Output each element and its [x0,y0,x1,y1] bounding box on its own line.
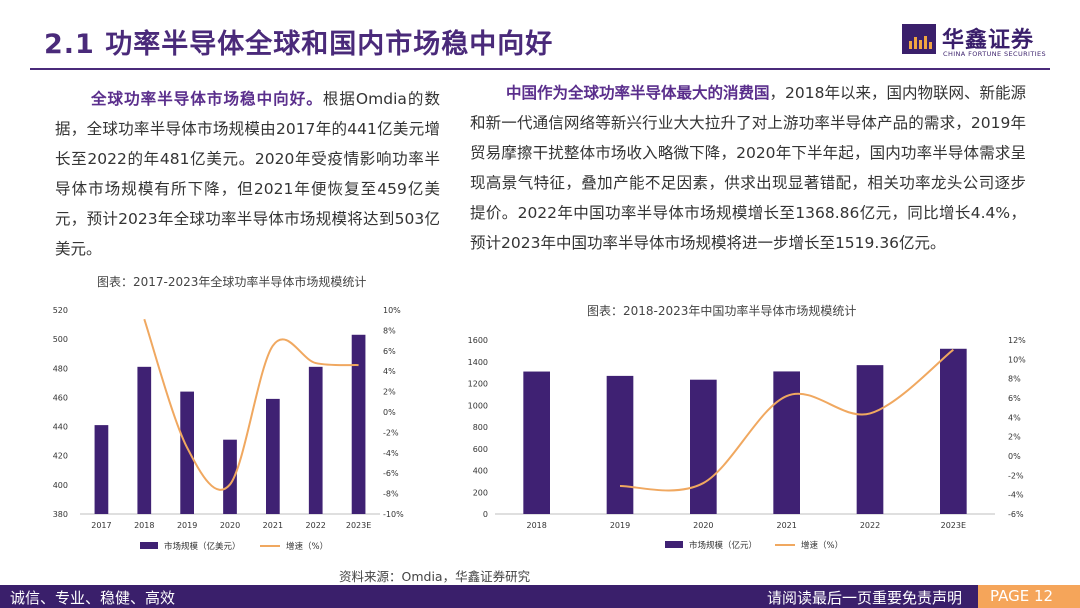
china-growth-line [619,348,954,492]
china-left-tick-label: 1000 [468,401,488,410]
logo-mark-icon [902,24,936,54]
global-left-tick-label: 520 [53,306,68,315]
footer-disclaimer: 请阅读最后一页重要免责声明 [767,589,963,607]
china-category-label: 2020 [693,521,713,530]
global-category-label: 2017 [91,521,111,530]
china-category-label: 2019 [610,521,630,530]
china-right-tick-label: 4% [1008,413,1021,422]
global-category-label: 2018 [134,521,154,530]
global-right-tick-label: -6% [383,469,399,478]
china-left-tick-label: 1200 [468,380,488,389]
global-chart-title: 图表：2017-2023年全球功率半导体市场规模统计 [97,275,367,289]
footer-bar: 诚信、专业、稳健、高效 请阅读最后一页重要免责声明 PAGE 12 [0,585,1080,608]
global-right-tick-label: 10% [383,306,401,315]
global-right-tick-label: -10% [383,510,404,519]
global-left-tick-label: 440 [53,423,68,432]
china-legend-bar-label: 市场规模（亿元） [689,540,757,551]
china-right-tick-label: 10% [1008,355,1026,364]
global-growth-line [143,318,359,491]
global-bar [308,366,323,514]
china-left-tick-label: 1600 [468,336,488,345]
global-category-label: 2022 [306,521,326,530]
logo-name-cn: 华鑫证券 [942,28,1035,53]
global-left-tick-label: 460 [53,393,68,402]
global-right-tick-label: 4% [383,367,396,376]
global-market-body: 根据Omdia的数据，全球功率半导体市场规模由2017年的441亿美元增长至20… [55,90,440,258]
global-market-highlight: 全球功率半导体市场稳中向好。 [91,90,323,108]
china-left-tick-label: 1400 [468,358,488,367]
china-market-highlight: 中国作为全球功率半导体最大的消费国 [506,84,770,102]
china-right-tick-label: -4% [1008,491,1024,500]
global-right-tick-label: 2% [383,388,396,397]
china-left-tick-label: 0 [483,510,488,519]
global-left-tick-label: 400 [53,481,68,490]
company-logo: 华鑫证券 CHINA FORTUNE SECURITIES [902,22,1052,62]
china-legend-bar-swatch [665,541,683,548]
global-left-tick-label: 480 [53,364,68,373]
page-number: PAGE 12 [978,585,1080,608]
china-left-tick-label: 400 [473,467,488,476]
global-left-tick-label: 500 [53,335,68,344]
global-bar [180,391,194,514]
global-bar [223,439,237,514]
china-right-tick-label: -2% [1008,471,1024,480]
global-category-label: 2021 [263,521,283,530]
china-category-label: 2022 [860,521,880,530]
global-right-tick-label: -4% [383,449,399,458]
logo-name-en: CHINA FORTUNE SECURITIES [943,50,1047,58]
china-market-body: ，2018年以来，国内物联网、新能源和新一代通信网络等新兴行业大大拉升了对上游功… [470,84,1026,252]
china-category-label: 2023E [941,521,966,530]
china-legend-line-label: 增速（%） [801,540,843,551]
footer-slogan: 诚信、专业、稳健、高效 [10,589,176,607]
china-bar [856,365,884,514]
china-right-tick-label: -6% [1008,510,1024,519]
china-left-tick-label: 200 [473,488,488,497]
china-right-tick-label: 12% [1008,336,1026,345]
global-left-tick-label: 380 [53,510,68,519]
global-category-label: 2019 [177,521,197,530]
global-legend-bar-swatch [140,542,158,549]
china-bar [690,379,717,514]
global-legend-line-label: 增速（%） [286,541,328,552]
global-legend-bar-label: 市场规模（亿美元） [164,541,241,552]
global-bar [137,366,152,514]
china-market-paragraph: 中国作为全球功率半导体最大的消费国，2018年以来，国内物联网、新能源和新一代通… [470,78,1026,258]
china-category-label: 2018 [526,521,546,530]
china-right-tick-label: 6% [1008,394,1021,403]
china-bar [523,371,550,514]
source-note: 资料来源：Omdia，华鑫证券研究 [339,569,531,584]
global-left-tick-label: 420 [53,452,68,461]
china-right-tick-label: 8% [1008,375,1021,384]
china-bar [606,375,634,514]
china-bar [940,348,967,514]
global-right-tick-label: 8% [383,326,396,335]
china-market-chart: 0 200 400 600 800 1000 1200 1400 1600 -6% -4% -2% 0%… [468,336,1027,551]
china-left-tick-label: 800 [473,423,488,432]
china-right-tick-label: 0% [1008,452,1021,461]
page-title: 2.1 功率半导体全球和国内市场稳中向好 [44,29,554,60]
global-market-chart: 380 400 420 440 460 480 500 520 -10% -8% -6% -4% -2%… [53,306,404,552]
china-bar [773,371,800,514]
global-bar [266,398,280,514]
global-right-tick-label: -8% [383,490,399,499]
china-left-tick-label: 600 [473,445,488,454]
global-market-paragraph: 全球功率半导体市场稳中向好。根据Omdia的数据，全球功率半导体市场规模由201… [55,84,440,264]
title-divider [30,68,1050,70]
china-right-tick-label: 2% [1008,433,1021,442]
global-bar [94,425,109,514]
global-category-label: 2023E [346,521,371,530]
global-right-tick-label: 6% [383,347,396,356]
global-right-tick-label: -2% [383,428,399,437]
china-category-label: 2021 [776,521,796,530]
china-chart-title: 图表：2018-2023年中国功率半导体市场规模统计 [587,304,857,318]
global-bar [351,334,366,514]
global-category-label: 2020 [220,521,240,530]
global-right-tick-label: 0% [383,408,396,417]
